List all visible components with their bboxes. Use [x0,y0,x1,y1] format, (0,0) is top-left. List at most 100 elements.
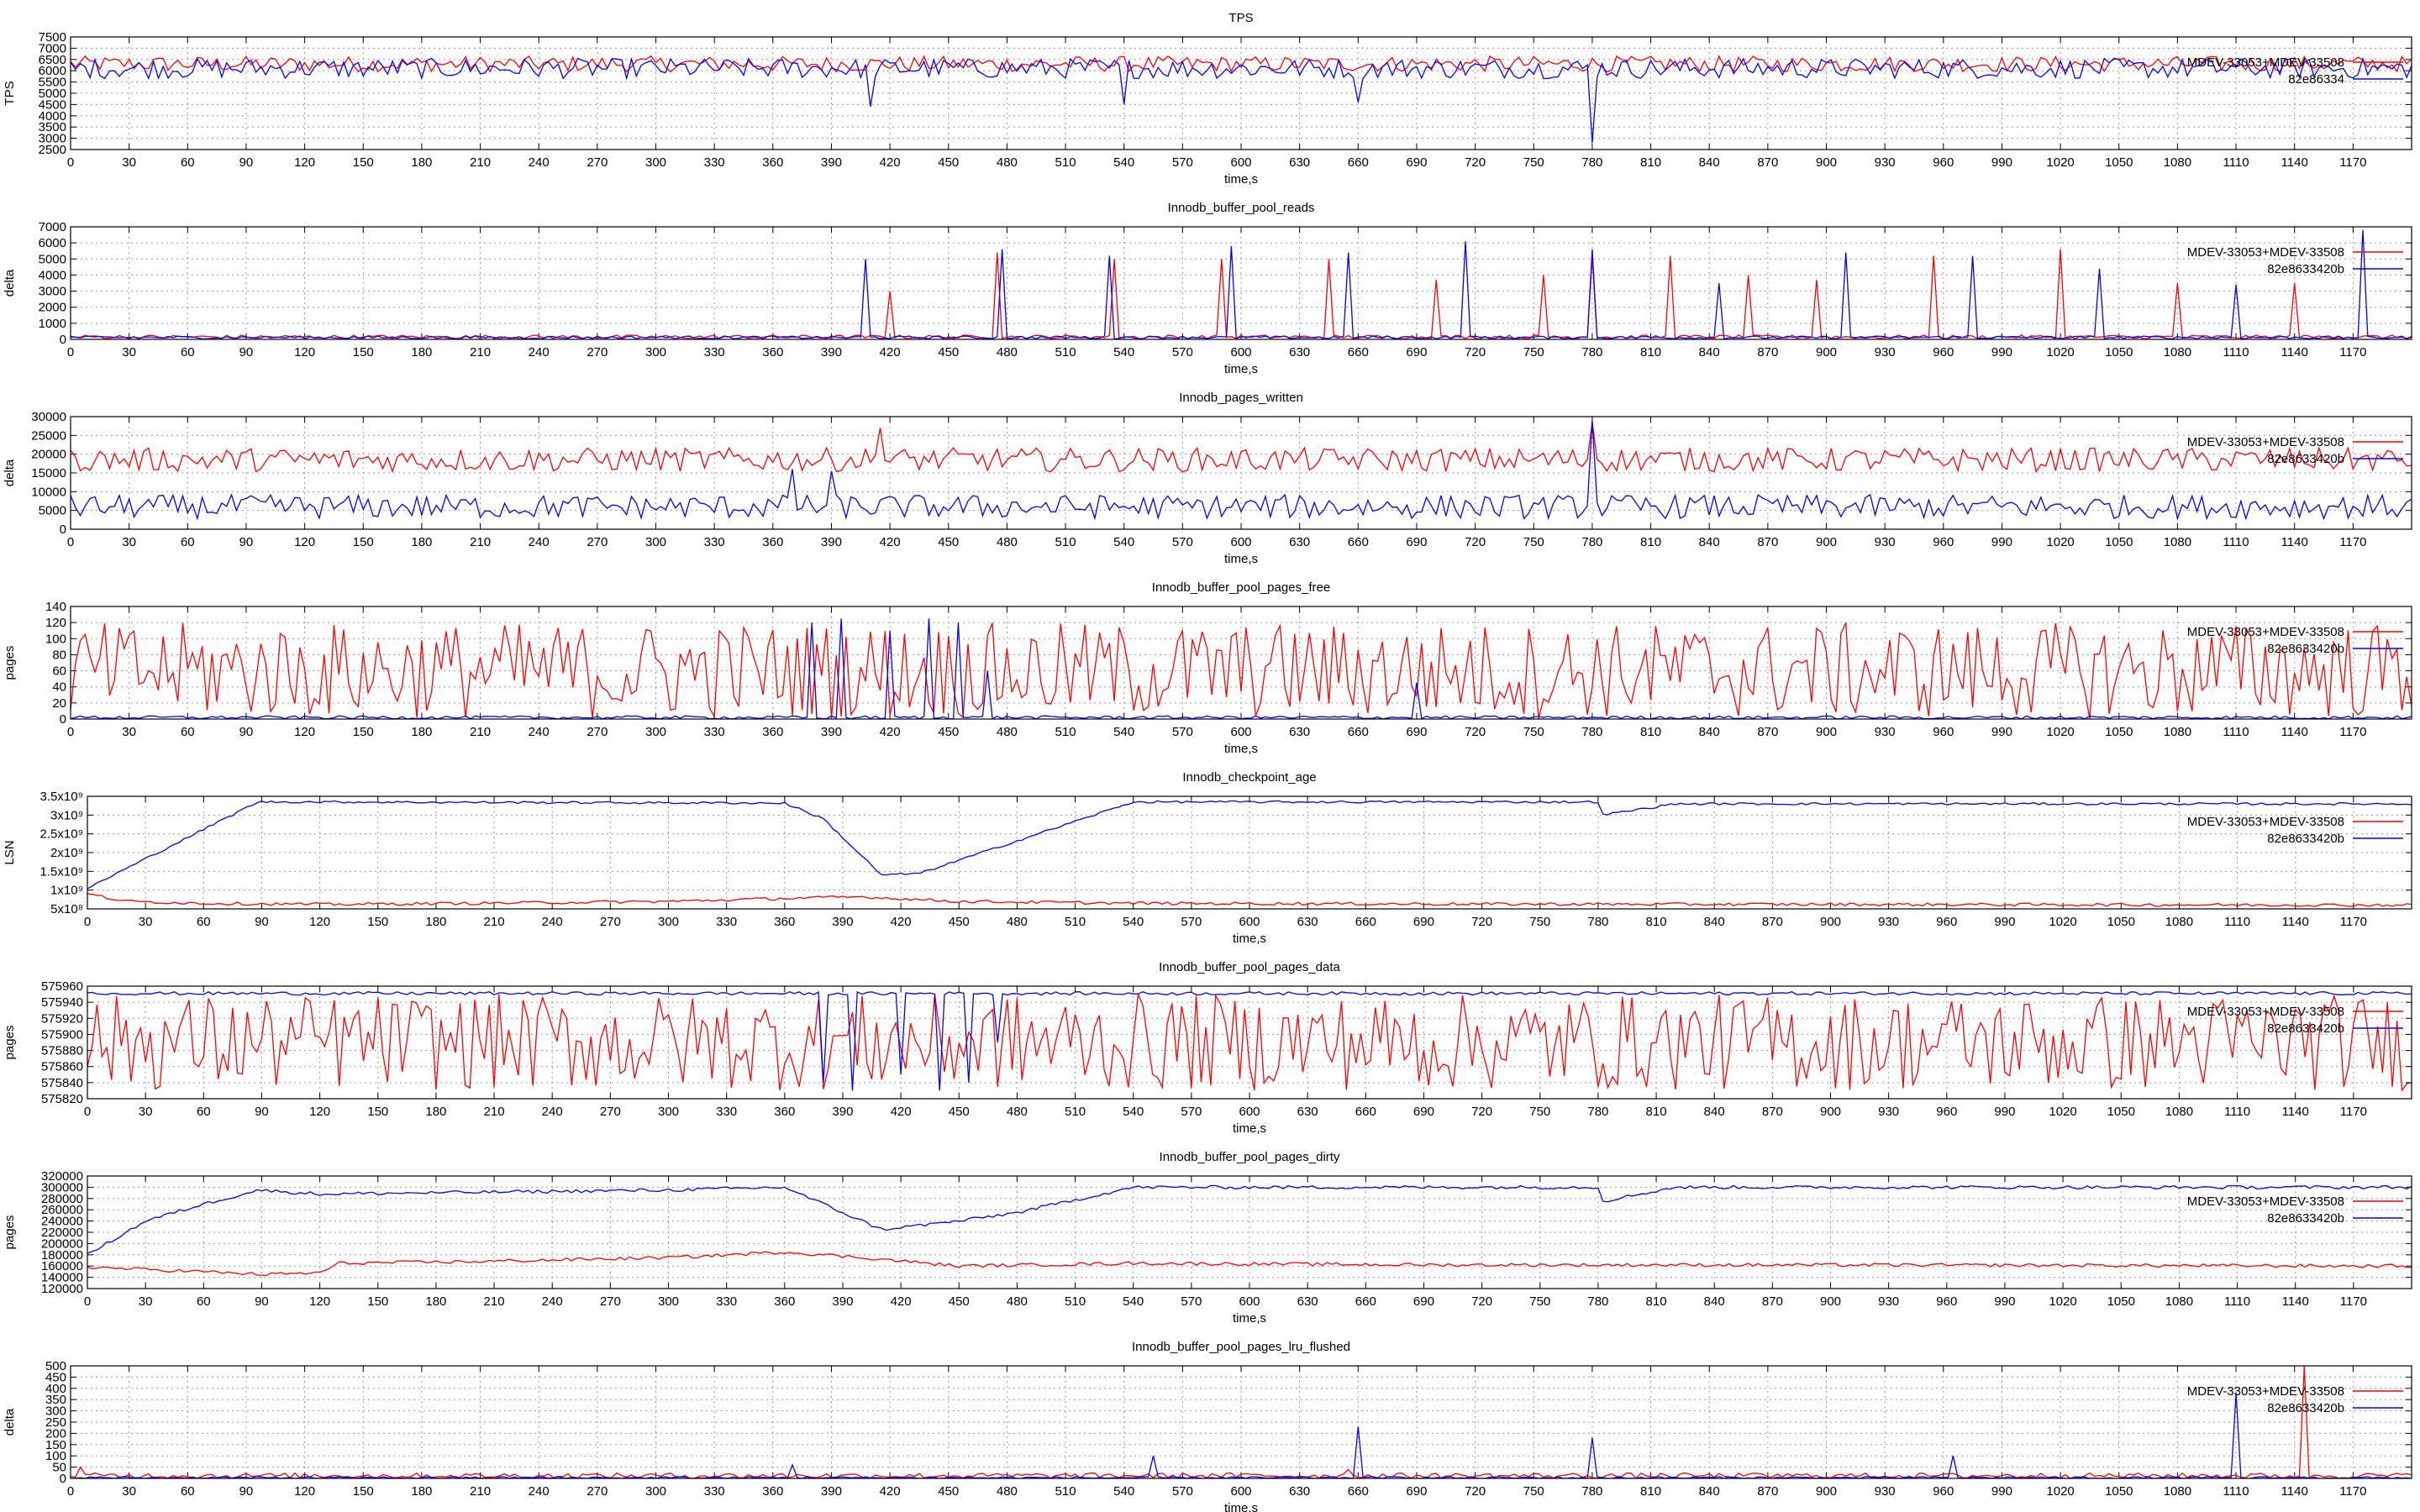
chart-panel-5: Innodb_checkpoint_age 5x10⁸ 1x10⁹ 1.5x10⁹ 2x… [3,770,2412,946]
x-tick-label: 750 [1523,535,1544,549]
x-tick-label: 1050 [2105,725,2133,739]
x-tick-label: 990 [1994,1294,2015,1309]
x-tick-label: 750 [1523,725,1544,739]
legend-label: MDEV-33053+MDEV-33508 [2187,435,2344,449]
x-tick-label: 900 [1816,1484,1837,1499]
y-tick-label: 7000 [39,220,66,234]
y-tick-label: 80 [52,648,66,662]
series-line-red [71,422,2412,474]
x-tick-label: 150 [367,1105,388,1119]
series-line-blue [87,1184,2412,1254]
x-tick-label: 900 [1820,915,1841,929]
x-tick-label: 240 [529,155,550,170]
x-tick-label: 780 [1581,155,1602,170]
x-tick-label: 570 [1181,915,1202,929]
y-axis-label: pages [3,1026,17,1060]
x-tick-label: 150 [353,345,374,360]
x-tick-label: 540 [1123,1294,1144,1309]
x-tick-label: 390 [832,1105,853,1119]
x-tick-label: 360 [762,345,783,360]
x-tick-label: 390 [832,915,853,929]
x-tick-label: 1140 [2282,915,2309,929]
x-tick-label: 300 [645,725,666,739]
x-tick-label: 90 [255,1294,269,1309]
x-tick-label: 720 [1465,345,1486,360]
y-tick-label: 2000 [39,301,66,315]
x-tick-label: 1140 [2281,535,2308,549]
y-tick-label: 260000 [41,1203,83,1217]
x-tick-label: 420 [880,1484,901,1499]
x-tick-label: 1140 [2281,725,2308,739]
x-tick-label: 180 [425,1105,446,1119]
x-tick-label: 660 [1348,345,1369,360]
x-tick-label: 1050 [2105,1484,2133,1499]
plot-frame [87,1175,2412,1289]
x-tick-label: 570 [1172,1484,1193,1499]
x-tick-label: 990 [1991,1484,2012,1499]
x-tick-label: 420 [880,725,901,739]
x-tick-label: 30 [139,1294,153,1309]
x-tick-label: 210 [484,1105,505,1119]
x-tick-label: 60 [197,1105,211,1119]
y-tick-label: 0 [60,712,66,727]
y-tick-label: 575960 [41,979,83,994]
series-line-red [71,249,2412,339]
x-tick-label: 240 [542,1294,563,1309]
x-tick-label: 960 [1936,1105,1957,1119]
x-tick-label: 1080 [2165,1294,2193,1309]
series-line-red [71,55,2412,73]
x-axis-label: time,s [1224,362,1258,376]
series-line-blue [71,420,2412,521]
x-tick-label: 600 [1230,1484,1251,1499]
x-tick-label: 300 [658,915,679,929]
x-tick-label: 120 [294,1484,315,1499]
x-tick-label: 630 [1289,155,1310,170]
x-tick-label: 120 [294,155,315,170]
x-tick-label: 960 [1933,1484,1954,1499]
x-tick-label: 930 [1878,1294,1899,1309]
x-tick-label: 1140 [2282,1294,2309,1309]
x-tick-label: 810 [1640,535,1661,549]
x-tick-label: 1020 [2049,1294,2076,1309]
y-tick-label: 2500 [39,143,66,157]
x-tick-label: 570 [1172,155,1193,170]
plot-frame [70,1365,2412,1479]
x-tick-label: 450 [949,915,970,929]
x-tick-label: 960 [1933,155,1954,170]
y-tick-label: 7500 [39,30,66,45]
x-tick-label: 420 [891,1105,912,1119]
x-tick-label: 180 [425,915,446,929]
x-tick-label: 330 [704,345,725,360]
x-tick-label: 60 [181,345,195,360]
x-tick-label: 720 [1471,1294,1492,1309]
x-tick-label: 750 [1523,1484,1544,1499]
y-tick-label: 250 [45,1415,66,1430]
y-tick-label: 0 [60,1472,66,1486]
series-line-blue [87,800,2412,890]
x-tick-label: 570 [1181,1294,1202,1309]
y-axis-label: delta [3,459,17,486]
x-tick-label: 720 [1471,1105,1492,1119]
x-tick-label: 270 [600,915,621,929]
x-tick-label: 120 [309,915,330,929]
x-tick-label: 660 [1355,915,1376,929]
x-tick-label: 1080 [2164,725,2191,739]
x-tick-label: 750 [1529,915,1550,929]
x-tick-label: 510 [1055,535,1076,549]
chart-title: Innodb_buffer_pool_pages_dirty [1160,1150,1340,1164]
x-tick-label: 210 [470,1484,491,1499]
x-tick-label: 870 [1757,725,1778,739]
x-axis-label: time,s [1233,1311,1266,1326]
x-tick-label: 30 [122,345,136,360]
x-tick-label: 210 [470,725,491,739]
series-line-blue [87,990,2412,1091]
x-tick-label: 690 [1413,915,1434,929]
x-tick-label: 1110 [2223,535,2249,549]
x-tick-label: 480 [1007,1294,1028,1309]
x-tick-label: 900 [1816,725,1837,739]
y-tick-label: 30000 [31,410,66,424]
x-tick-label: 120 [294,725,315,739]
y-tick-label: 2x10⁹ [50,846,83,860]
x-tick-label: 630 [1289,1484,1310,1499]
